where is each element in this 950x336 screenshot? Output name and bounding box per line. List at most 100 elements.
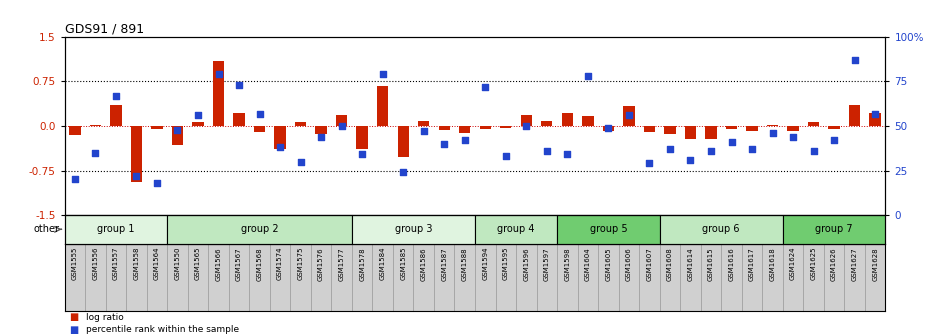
Bar (167, 215, 352, 244)
Point (683, 157, 698, 163)
Text: GSM1565: GSM1565 (195, 247, 201, 281)
Bar (397, 126, 408, 157)
Text: GSM1597: GSM1597 (543, 247, 550, 281)
Text: log ratio: log ratio (86, 312, 124, 322)
Point (334, 123, 350, 129)
Point (87, 150, 103, 155)
Text: group 4: group 4 (497, 224, 535, 234)
Text: GSM1557: GSM1557 (113, 247, 119, 281)
Text: GSM1625: GSM1625 (810, 247, 817, 281)
Point (149, 180, 164, 186)
Text: GSM1614: GSM1614 (688, 247, 694, 281)
Text: GSM1586: GSM1586 (421, 247, 427, 281)
Bar (685, 126, 696, 139)
Text: GSM1558: GSM1558 (133, 247, 140, 281)
Text: GSM1618: GSM1618 (770, 247, 775, 281)
Bar (356, 126, 368, 149)
Text: GSM1595: GSM1595 (503, 247, 509, 281)
Bar (828, 126, 840, 129)
Bar (644, 126, 655, 132)
Text: GSM1596: GSM1596 (523, 247, 529, 281)
Point (867, 111, 883, 116)
Text: group 1: group 1 (97, 224, 135, 234)
Bar (767, 125, 778, 126)
Bar (69, 126, 81, 135)
Point (457, 137, 472, 143)
Text: GSM1566: GSM1566 (216, 247, 221, 281)
Bar (110, 105, 122, 126)
Text: GSM1584: GSM1584 (380, 247, 386, 281)
Text: GSM1594: GSM1594 (483, 247, 488, 281)
Point (314, 134, 329, 139)
Bar (582, 116, 594, 126)
Text: GSM1585: GSM1585 (400, 247, 407, 281)
Point (826, 137, 842, 143)
Bar (294, 122, 306, 126)
Bar (459, 126, 470, 133)
Text: GSM1606: GSM1606 (626, 247, 632, 281)
Bar (521, 115, 532, 126)
Bar (849, 105, 861, 126)
Text: GSM1615: GSM1615 (708, 247, 714, 281)
Text: GSM1607: GSM1607 (646, 247, 653, 281)
Bar (475, 215, 557, 244)
Point (560, 152, 575, 157)
Bar (377, 86, 389, 126)
Bar (705, 126, 716, 139)
Point (67, 177, 83, 182)
Point (375, 72, 390, 77)
Point (703, 148, 718, 154)
Point (724, 139, 739, 145)
Point (806, 148, 821, 154)
Point (190, 113, 205, 118)
Text: GSM1588: GSM1588 (462, 247, 467, 281)
Text: GSM1628: GSM1628 (872, 247, 878, 281)
Text: GSM1555: GSM1555 (72, 247, 78, 280)
Point (129, 173, 144, 178)
Bar (172, 126, 183, 145)
Text: GDS91 / 891: GDS91 / 891 (65, 23, 143, 36)
Text: GSM1577: GSM1577 (338, 247, 345, 281)
Bar (500, 126, 511, 128)
Point (416, 129, 431, 134)
Point (354, 152, 370, 157)
Text: GSM1568: GSM1568 (256, 247, 262, 281)
Text: GSM1575: GSM1575 (297, 247, 304, 281)
Point (108, 93, 124, 98)
Text: group 3: group 3 (394, 224, 432, 234)
Text: GSM1626: GSM1626 (831, 247, 837, 281)
Text: percentile rank within the sample: percentile rank within the sample (86, 325, 239, 334)
Point (232, 82, 247, 88)
Bar (213, 61, 224, 126)
Text: GSM1608: GSM1608 (667, 247, 673, 281)
Bar (788, 126, 799, 131)
Bar (726, 126, 737, 129)
Bar (557, 215, 659, 244)
Bar (65, 215, 167, 244)
Point (600, 125, 616, 130)
Bar (659, 215, 783, 244)
Text: GSM1598: GSM1598 (564, 247, 570, 281)
Text: GSM1578: GSM1578 (359, 247, 365, 281)
Point (498, 154, 513, 159)
Point (252, 111, 267, 116)
Bar (89, 125, 101, 126)
Point (540, 148, 555, 154)
Bar (783, 215, 885, 244)
Text: group 2: group 2 (240, 224, 278, 234)
Point (662, 146, 677, 152)
Bar (234, 113, 245, 126)
Bar (869, 113, 881, 126)
Bar (808, 122, 819, 126)
Bar (542, 121, 553, 126)
Text: ■: ■ (69, 312, 79, 322)
Text: group 5: group 5 (590, 224, 627, 234)
Bar (352, 215, 475, 244)
Bar (131, 126, 142, 182)
Point (786, 134, 801, 139)
Point (745, 146, 760, 152)
Point (293, 159, 308, 164)
Point (437, 141, 452, 146)
Text: GSM1564: GSM1564 (154, 247, 160, 281)
Bar (192, 122, 203, 126)
